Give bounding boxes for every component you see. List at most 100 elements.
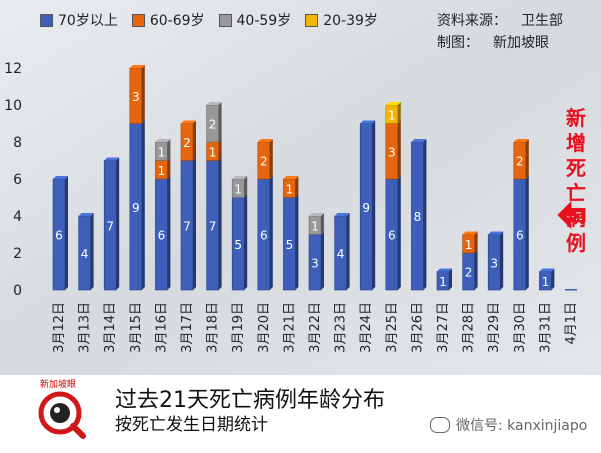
bar-value-label: 1	[465, 238, 473, 252]
bar-value-label: 2	[465, 266, 473, 280]
legend-label: 40-59岁	[236, 13, 292, 29]
credit-value: 新加坡眼	[493, 35, 549, 51]
bar-segment	[231, 176, 248, 198]
legend-swatch	[131, 13, 145, 27]
x-tick-label: 3月17日	[180, 302, 195, 353]
bar-segment	[155, 139, 171, 161]
y-tick-label: 8	[13, 135, 22, 151]
bar-value-label: 7	[183, 219, 191, 233]
bar-value-label: 1	[542, 275, 550, 289]
x-tick-label: 3月13日	[78, 302, 93, 353]
bar-value-label: 2	[183, 136, 191, 150]
x-tick-label: 3月19日	[231, 302, 246, 353]
bar-value-label: 3	[311, 256, 319, 270]
bar-segment	[103, 157, 120, 291]
bar-value-label: 8	[414, 210, 422, 224]
bar-value-label: 2	[516, 155, 524, 169]
bar-value-label: 3	[132, 90, 140, 104]
logo-icon	[38, 391, 86, 439]
bar-value-label: 2	[209, 118, 217, 132]
increase-arrow-icon: +2	[557, 201, 586, 229]
x-tick-label: 3月25日	[385, 302, 400, 353]
x-tick-label: 3月29日	[487, 302, 502, 353]
x-tick-label: 3月15日	[129, 302, 144, 353]
bar-segment	[539, 268, 555, 291]
x-tick-label: 3月22日	[308, 302, 323, 353]
bar-segment	[180, 157, 196, 291]
logo-label: 新加坡眼	[40, 380, 77, 390]
legend: 70岁以上 60-69岁 40-59岁 20-39岁	[40, 10, 378, 30]
bar-segment	[487, 231, 504, 291]
bar-value-label: 6	[388, 229, 396, 243]
y-tick-label: 10	[4, 98, 22, 114]
x-tick-label: 3月28日	[462, 302, 477, 353]
legend-item-20-39: 20-39岁	[305, 10, 378, 30]
bar-value-label: 1	[439, 275, 447, 289]
bar-segment	[411, 139, 427, 291]
bar-segment	[359, 120, 376, 291]
bar-value-label: 2	[260, 155, 268, 169]
y-tick-label: 2	[13, 246, 22, 262]
watermark: 微信号: kanxinjiapo	[430, 415, 587, 435]
bar-segment	[206, 102, 222, 143]
bar-segment	[462, 231, 478, 254]
x-tick-label: 3月26日	[410, 302, 425, 353]
chart-subtitle: 按死亡发生日期统计	[115, 415, 268, 435]
marble-background	[0, 0, 601, 375]
legend-label: 70岁以上	[58, 13, 118, 29]
chart-title: 过去21天死亡病例年龄分布	[115, 388, 385, 413]
x-tick-label: 3月16日	[154, 302, 169, 353]
bar-value-label: 7	[106, 219, 114, 233]
legend-item-70plus: 70岁以上	[40, 10, 118, 30]
x-tick-label: 3月24日	[359, 302, 374, 353]
bar-value-label: 7	[209, 219, 217, 233]
bar-value-label: 1	[158, 145, 166, 159]
bar-value-label: 1	[311, 219, 319, 233]
bar-segment	[513, 139, 529, 180]
legend-label: 60-69岁	[149, 13, 205, 29]
new-deaths-annotation: 新增死亡病例	[566, 106, 586, 255]
bar-segment	[436, 268, 452, 291]
bar-value-label: 6	[260, 229, 268, 243]
x-tick-label: 3月18日	[206, 302, 221, 353]
wechat-icon	[430, 417, 450, 433]
bar-segment	[231, 194, 248, 291]
bar-value-label: 1	[286, 182, 294, 196]
x-tick-label: 3月21日	[282, 302, 297, 353]
bar-segment	[334, 213, 350, 291]
legend-item-60-69: 60-69岁	[131, 10, 205, 30]
x-tick-label: 3月31日	[538, 302, 553, 353]
bar-value-label: 3	[388, 145, 396, 159]
x-tick-label: 4月1日	[564, 302, 579, 345]
legend-item-40-59: 40-59岁	[218, 10, 292, 30]
y-tick-label: 12	[4, 61, 22, 77]
bar-value-label: 9	[132, 201, 140, 215]
bar-segment	[257, 176, 273, 291]
source-value: 卫生部	[521, 13, 563, 29]
y-tick-label: 4	[13, 209, 22, 225]
bar-segment	[129, 65, 145, 124]
source-credit: 资料来源： 卫生部 制图： 新加坡眼	[437, 10, 563, 54]
y-tick-label: 6	[13, 172, 22, 188]
bar-value-label: 1	[158, 164, 166, 178]
bar-segment	[385, 176, 401, 291]
x-tick-label: 3月30日	[513, 302, 528, 353]
x-tick-label: 3月12日	[52, 302, 67, 353]
bar-value-label: 1	[234, 182, 242, 196]
source-label: 资料来源：	[437, 13, 507, 29]
bar-segment-empty	[565, 289, 577, 291]
legend-swatch	[40, 13, 53, 27]
x-tick-label: 3月23日	[334, 302, 349, 353]
bar-segment	[283, 194, 299, 291]
legend-swatch	[218, 13, 232, 27]
watermark-text: 微信号: kanxinjiapo	[456, 418, 588, 434]
bar-segment	[385, 102, 401, 124]
bar-segment	[78, 213, 94, 291]
bar-value-label: 6	[55, 229, 63, 243]
x-tick-label: 3月14日	[103, 302, 118, 353]
bar-value-label: 6	[516, 229, 524, 243]
bar-segment	[257, 139, 273, 180]
bar-segment	[180, 120, 196, 161]
